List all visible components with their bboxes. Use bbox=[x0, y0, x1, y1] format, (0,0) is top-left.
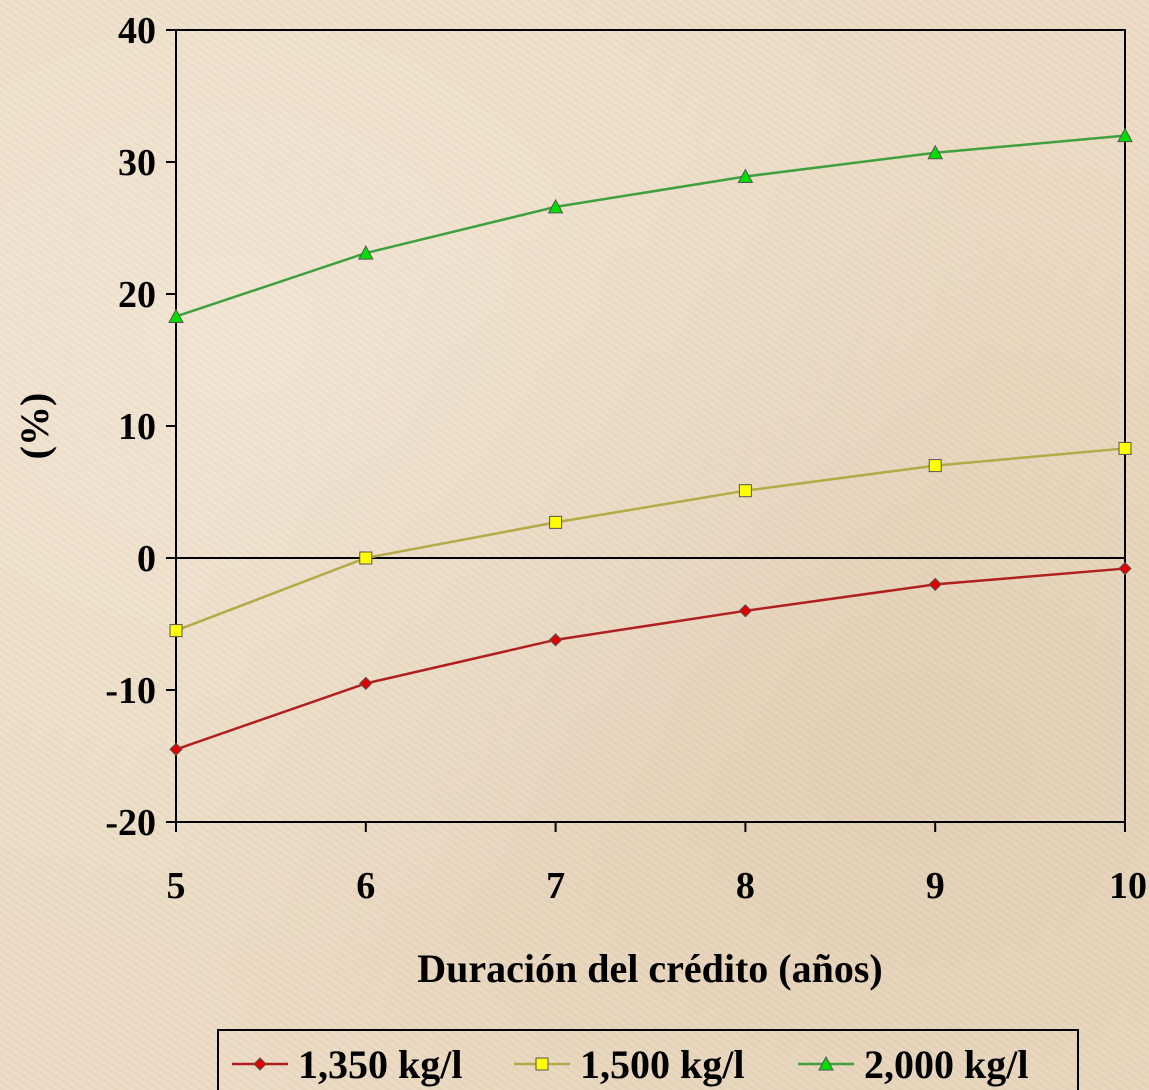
y-axis-title: (%) bbox=[12, 393, 57, 460]
legend: 1,350 kg/l 1,500 kg/l 2,000 kg/l bbox=[217, 1029, 1079, 1090]
legend-label: 2,000 kg/l bbox=[864, 1042, 1028, 1087]
data-point bbox=[169, 742, 183, 757]
legend-entry: 2,000 kg/l bbox=[798, 1042, 1028, 1087]
x-axis-title: Duración del crédito (años) bbox=[417, 946, 883, 991]
legend-label: 1,500 kg/l bbox=[580, 1042, 744, 1087]
data-point bbox=[737, 168, 754, 184]
y-tick-label: 20 bbox=[118, 274, 156, 316]
y-tick-label: 30 bbox=[118, 142, 156, 184]
legend-marker bbox=[818, 1055, 834, 1071]
data-point bbox=[548, 633, 563, 647]
series-2 bbox=[169, 441, 1132, 638]
data-point bbox=[547, 198, 564, 214]
y-tick-label: -10 bbox=[105, 670, 156, 712]
x-tick-label: 9 bbox=[926, 865, 945, 907]
data-point bbox=[1118, 561, 1132, 576]
legend-entry: 1,350 kg/l bbox=[232, 1042, 462, 1087]
series-line bbox=[175, 447, 1126, 632]
data-point bbox=[359, 551, 373, 565]
x-tick-label: 6 bbox=[356, 865, 375, 907]
y-tick-label: 10 bbox=[118, 406, 156, 448]
data-point bbox=[1117, 127, 1133, 143]
data-point bbox=[928, 577, 942, 592]
x-tick-label: 10 bbox=[1109, 865, 1147, 907]
data-point bbox=[928, 459, 942, 473]
data-point bbox=[168, 308, 184, 323]
data-point bbox=[1118, 441, 1132, 455]
legend-entry: 1,500 kg/l bbox=[514, 1042, 744, 1087]
data-point bbox=[549, 515, 563, 529]
legend-marker bbox=[535, 1057, 549, 1071]
data-point bbox=[357, 245, 374, 260]
series-line bbox=[175, 134, 1126, 318]
data-point bbox=[359, 676, 373, 691]
legend-box bbox=[217, 1029, 1079, 1090]
y-axis-ticks: 40 30 20 10 0 -10 -20 bbox=[105, 10, 176, 844]
series-layer bbox=[168, 127, 1133, 757]
legend-label: 1,350 kg/l bbox=[298, 1042, 462, 1087]
data-point bbox=[738, 604, 753, 618]
x-axis-ticks: 5 6 7 8 9 10 bbox=[167, 822, 1147, 907]
data-point bbox=[927, 144, 944, 160]
y-tick-label: 40 bbox=[118, 10, 156, 52]
series-3 bbox=[168, 127, 1133, 323]
series-1 bbox=[169, 561, 1132, 757]
y-tick-label: 0 bbox=[137, 538, 156, 580]
x-tick-label: 8 bbox=[736, 865, 755, 907]
y-tick-label: -20 bbox=[105, 802, 156, 844]
legend-marker bbox=[253, 1057, 267, 1071]
data-point bbox=[169, 624, 183, 638]
data-point bbox=[738, 484, 752, 498]
series-line bbox=[175, 567, 1126, 751]
x-tick-label: 5 bbox=[167, 865, 186, 907]
x-tick-label: 7 bbox=[546, 865, 565, 907]
